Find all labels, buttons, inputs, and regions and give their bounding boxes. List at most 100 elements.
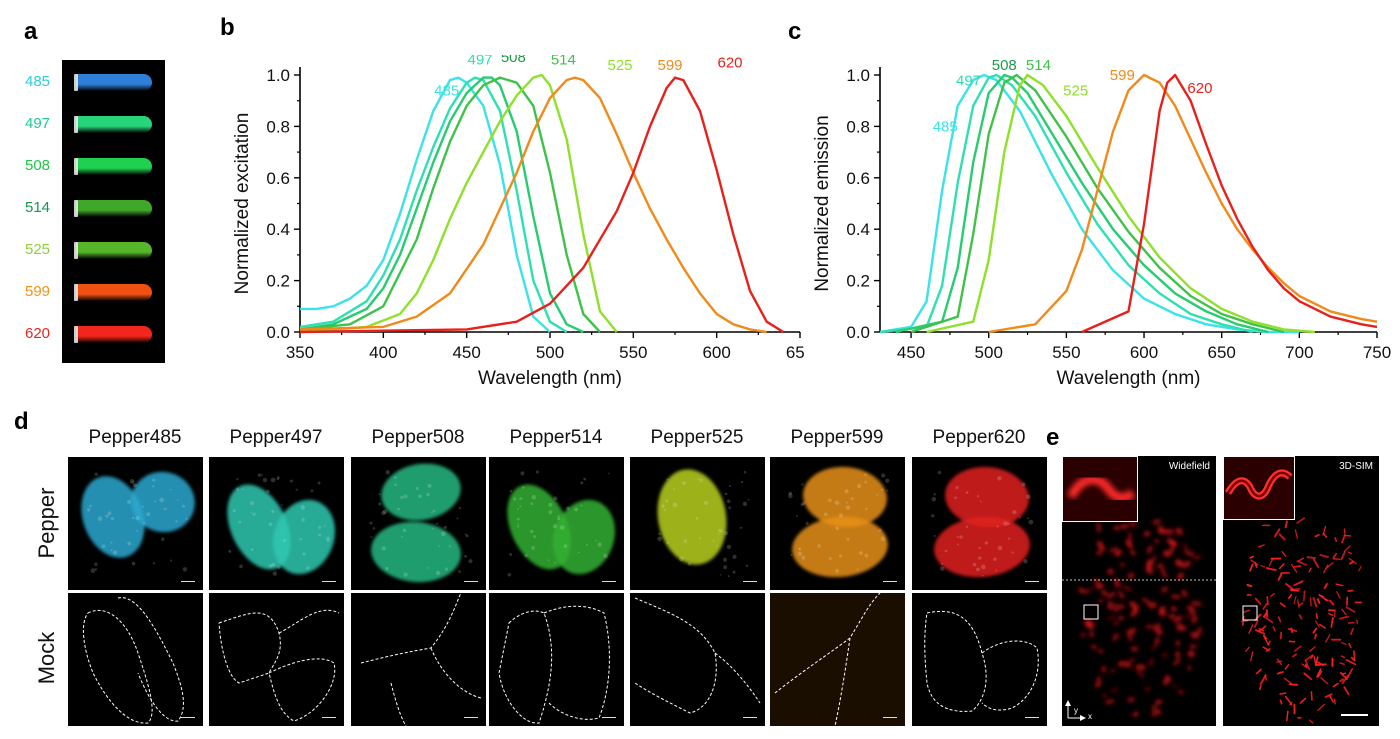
mito-segment xyxy=(1298,557,1305,562)
cell-outline xyxy=(83,609,153,724)
x-tick-label: 500 xyxy=(536,343,564,362)
speckle xyxy=(727,575,730,578)
mito-blob xyxy=(1169,613,1175,619)
mito-blob xyxy=(1111,668,1114,673)
cell-outline xyxy=(714,652,761,704)
column-title-pepper599: Pepper599 xyxy=(790,427,884,448)
speckle xyxy=(608,472,610,475)
mito-segment xyxy=(1345,658,1357,666)
speckle xyxy=(956,543,959,546)
mito-blob xyxy=(1146,544,1153,555)
speckle xyxy=(559,525,565,530)
speckle xyxy=(997,476,1002,481)
speckle xyxy=(1021,482,1026,487)
mito-blob xyxy=(1181,589,1188,598)
speckle xyxy=(228,549,232,553)
mito-segment xyxy=(1286,710,1289,722)
widefield-inset xyxy=(1062,456,1138,522)
tube-label-599: 599 xyxy=(25,283,51,300)
mito-segment xyxy=(1276,658,1283,666)
series-annotation-599: 599 xyxy=(657,57,682,74)
series-annotation-514: 514 xyxy=(1026,57,1051,74)
mito-segment xyxy=(1319,554,1329,558)
speckle xyxy=(444,567,448,571)
mito-segment xyxy=(1293,565,1302,568)
x-tick-label: 400 xyxy=(369,343,397,362)
mito-blob xyxy=(1176,572,1184,580)
speckle xyxy=(976,494,980,498)
scale-bar xyxy=(602,581,616,582)
mito-blob xyxy=(1161,653,1168,657)
speckle xyxy=(797,551,803,557)
mito-blob xyxy=(1197,626,1202,633)
x-axis-label: Wavelength (nm) xyxy=(478,368,622,389)
speckle xyxy=(397,507,400,511)
mito-segment xyxy=(1254,613,1262,621)
speckle xyxy=(839,554,842,558)
speckle xyxy=(1026,494,1031,499)
speckle xyxy=(864,473,867,476)
speckle xyxy=(717,533,720,536)
speckle xyxy=(828,498,832,503)
mito-segment xyxy=(1254,619,1259,628)
column-title-pepper497: Pepper497 xyxy=(229,427,323,448)
mito-blob xyxy=(1130,646,1139,652)
speckle xyxy=(464,554,468,558)
column-title-pepper485: Pepper485 xyxy=(88,427,182,448)
mito-blob xyxy=(1154,637,1161,644)
mito-segment xyxy=(1312,627,1318,634)
series-annotation-599: 599 xyxy=(1110,67,1135,84)
speckle xyxy=(978,546,981,550)
mito-blob xyxy=(1185,614,1191,618)
speckle xyxy=(805,521,809,525)
mito-segment xyxy=(1304,654,1314,662)
y-tick-label: 1.0 xyxy=(266,66,290,85)
widefield-image: Widefield y x xyxy=(1062,456,1216,726)
mito-segment xyxy=(1257,544,1265,548)
mito-blob xyxy=(1176,640,1180,647)
mito-blob xyxy=(1170,594,1182,599)
speckle xyxy=(372,527,376,530)
speckle xyxy=(261,473,263,476)
mito-blob xyxy=(1098,648,1104,654)
series-line-497 xyxy=(879,73,1254,334)
mito-blob xyxy=(1146,623,1151,631)
speckle xyxy=(965,491,969,494)
mito-blob xyxy=(1151,519,1162,525)
speckle xyxy=(715,545,718,547)
speckle xyxy=(127,541,132,546)
tube-599 xyxy=(76,284,152,301)
mito-segment xyxy=(1258,627,1265,632)
mito-segment xyxy=(1296,517,1306,524)
y-tick-label: 0.0 xyxy=(266,323,290,342)
panel-letter-a: a xyxy=(24,18,38,45)
speckle xyxy=(369,521,373,525)
mito-blob xyxy=(1175,650,1180,659)
series-line-485 xyxy=(300,76,551,333)
speckle xyxy=(931,497,937,502)
mito-blob xyxy=(1080,632,1086,637)
mito-segment xyxy=(1330,616,1334,628)
mito-segment xyxy=(1325,634,1331,643)
mock-image-pepper599 xyxy=(770,593,905,726)
mito-blob xyxy=(1165,550,1172,555)
mito-segment xyxy=(1279,602,1286,608)
speckle xyxy=(509,489,513,493)
speckle xyxy=(403,494,408,499)
tube-620 xyxy=(76,326,152,343)
speckle xyxy=(432,509,436,513)
x-tick-label: 650 xyxy=(786,343,805,362)
speckle xyxy=(828,556,832,560)
speckle xyxy=(300,505,306,510)
speckle xyxy=(431,527,434,530)
mito-segment xyxy=(1283,677,1293,685)
mito-blob xyxy=(1132,711,1139,718)
speckle xyxy=(1023,559,1028,564)
speckle xyxy=(129,479,135,484)
speckle xyxy=(236,478,239,481)
speckle xyxy=(657,536,662,542)
tube-508 xyxy=(76,158,152,175)
speckle xyxy=(378,502,382,506)
mito-segment xyxy=(1262,646,1270,652)
mito-blob xyxy=(1170,606,1177,612)
